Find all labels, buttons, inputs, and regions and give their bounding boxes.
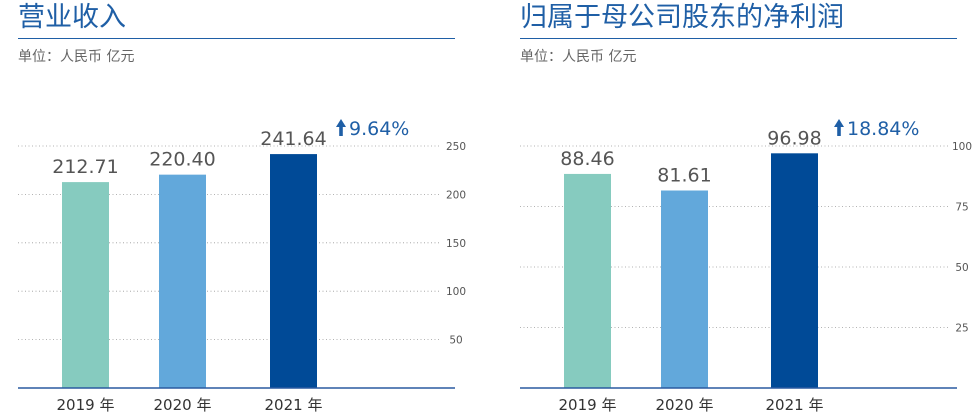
bar-value-label: 212.71	[52, 156, 118, 178]
y-tick-label: 200	[446, 189, 466, 201]
title-divider	[520, 38, 957, 39]
y-tick-label: 25	[955, 323, 968, 335]
y-tick-label: 100	[446, 286, 466, 298]
bar-value-label: 88.46	[560, 148, 614, 170]
y-tick-label: 75	[955, 202, 968, 214]
unit-label: 单位：人民币 亿元	[18, 49, 135, 65]
bar	[661, 190, 708, 388]
y-tick-label: 100	[952, 141, 972, 153]
bar-value-label: 96.98	[767, 127, 821, 149]
x-category-label: 2021 年	[766, 396, 824, 414]
x-category-label: 2019 年	[57, 396, 115, 414]
bar	[564, 173, 611, 388]
title-divider	[18, 38, 455, 39]
x-category-label: 2020 年	[154, 396, 212, 414]
bar	[771, 153, 818, 388]
revenue-chart-panel: 营业收入 单位：人民币 亿元 50 100 150 200 250 212.71 2019 …	[18, 0, 466, 416]
net-profit-bar-chart: 25 50 75 100 88.46 2019 年 81.61 2020 年 96.98 2021…	[520, 118, 972, 414]
bar	[62, 182, 109, 388]
y-tick-label: 50	[955, 262, 968, 274]
x-category-label: 2019 年	[559, 396, 617, 414]
chart-title: 归属于母公司股东的净利润	[520, 2, 844, 33]
growth-rate-label: 18.84%	[847, 118, 919, 140]
y-tick-label: 250	[446, 141, 466, 153]
chart-title: 营业收入	[18, 2, 126, 33]
y-tick-label: 50	[449, 335, 462, 347]
bar	[159, 174, 206, 388]
x-category-label: 2020 年	[656, 396, 714, 414]
net-profit-chart-panel: 归属于母公司股东的净利润 单位：人民币 亿元 25 50 75 100 88.46 201…	[520, 0, 972, 416]
unit-label: 单位：人民币 亿元	[520, 49, 637, 65]
up-arrow-icon	[336, 119, 346, 136]
bar-value-label: 241.64	[260, 128, 326, 150]
revenue-bar-chart: 50 100 150 200 250 212.71 2019 年 220.40 2020 年 24…	[18, 118, 466, 414]
up-arrow-icon	[834, 119, 844, 136]
bar	[270, 154, 317, 388]
bar-value-label: 81.61	[657, 165, 711, 187]
y-tick-label: 150	[446, 238, 466, 250]
growth-rate-label: 9.64%	[349, 118, 409, 140]
x-category-label: 2021 年	[265, 396, 323, 414]
bar-value-label: 220.40	[149, 149, 215, 171]
